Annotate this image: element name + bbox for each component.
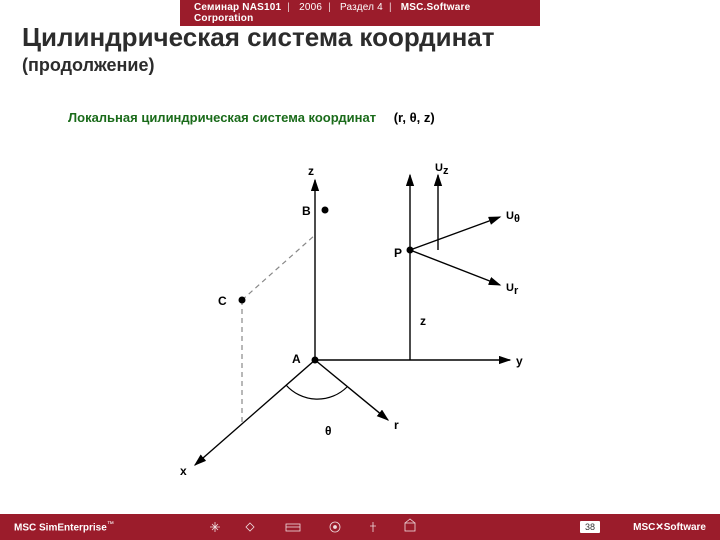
coordinate-diagram: z y x r θ A B C P z Uz Uθ Ur <box>100 135 620 475</box>
p-vectors <box>410 175 500 360</box>
lbl-y: y <box>516 354 523 368</box>
lbl-z: z <box>308 164 314 178</box>
lbl-theta: θ <box>325 424 332 438</box>
subtitle: Локальная цилиндрическая система координ… <box>68 110 435 125</box>
banner-p2: 2006 <box>299 2 322 13</box>
banner-p3: Раздел 4 <box>340 2 383 13</box>
dashed-lines <box>242 235 315 423</box>
footer-icons <box>200 514 460 540</box>
axis-x <box>195 360 315 465</box>
footer-left: MSC SimEnterprise™ <box>0 521 114 533</box>
point-B <box>322 207 329 214</box>
page-number: 38 <box>580 521 600 533</box>
lbl-B: B <box>302 204 311 218</box>
point-C <box>239 297 246 304</box>
lbl-Ur: Ur <box>506 282 519 297</box>
footer-right: MSC✕Software <box>633 522 706 533</box>
title-line2: (продолжение) <box>22 55 494 76</box>
footer-bar: MSC SimEnterprise™ 38 MSC✕Software <box>0 514 720 540</box>
title-line1: Цилиндрическая система координат <box>22 22 494 53</box>
subtitle-black: (r, θ, z) <box>394 110 435 125</box>
lbl-P: P <box>394 246 402 260</box>
point-A <box>312 357 319 364</box>
labels: z y x r θ A B C P z Uz Uθ Ur <box>180 162 523 475</box>
lbl-A: A <box>292 352 301 366</box>
lbl-Uz: Uz <box>435 162 449 177</box>
lbl-p-z: z <box>420 314 426 328</box>
banner-p1: Семинар NAS101 <box>194 2 281 13</box>
axis-r <box>315 360 388 420</box>
lbl-r: r <box>394 418 399 432</box>
lbl-x: x <box>180 464 187 475</box>
points <box>239 207 414 364</box>
lbl-C: C <box>218 294 227 308</box>
subtitle-green: Локальная цилиндрическая система координ… <box>68 110 376 125</box>
slide-title-block: Цилиндрическая система координат (продол… <box>22 22 494 76</box>
theta-arc <box>286 385 347 399</box>
lbl-Uth: Uθ <box>506 210 520 225</box>
